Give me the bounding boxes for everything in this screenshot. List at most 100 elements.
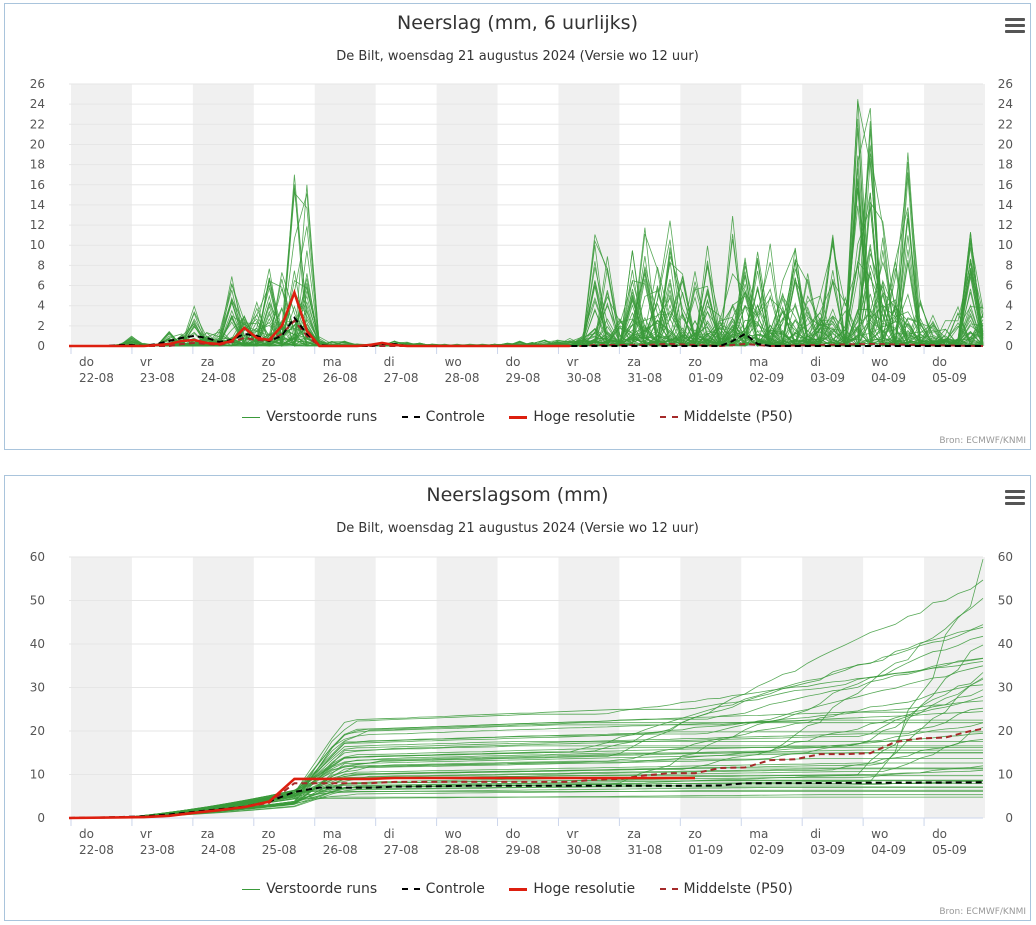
legend-item-median[interactable]: Middelste (P50) [659,881,793,897]
legend-item-high-res[interactable]: Hoge resolutie [509,409,635,425]
legend-item-ensemble[interactable]: Verstoorde runs [242,881,377,897]
x-tick-date: 31-08 [627,843,662,857]
source-credit[interactable]: Bron: ECMWF/KNMI [939,907,1026,917]
y-tick-label-left: 10 [30,768,45,782]
y-tick-label-right: 20 [998,724,1013,738]
y-tick-label-left: 2 [37,319,45,333]
x-tick-day: ma [323,827,342,841]
y-tick-label-left: 18 [30,158,45,172]
y-tick-label-right: 4 [1005,299,1013,313]
y-tick-label-right: 2 [1005,319,1013,333]
x-tick-date: 23-08 [140,371,175,385]
x-tick-date: 03-09 [810,843,845,857]
cumulative-chart-panel: Neerslagsom (mm) De Bilt, woensdag 21 au… [4,475,1031,921]
y-tick-label-right: 0 [1005,811,1013,825]
median-line [68,727,984,819]
x-tick-day: di [384,355,395,369]
x-tick-date: 26-08 [323,843,358,857]
y-tick-label-left: 8 [37,258,45,272]
x-tick-date: 05-09 [932,843,967,857]
y-tick-label-left: 24 [30,97,45,111]
y-tick-label-right: 18 [998,158,1013,172]
y-tick-label-left: 6 [37,279,45,293]
x-tick-day: vr [566,355,578,369]
legend-item-ensemble[interactable]: Verstoorde runs [242,409,377,425]
x-tick-day: vr [140,355,152,369]
x-tick-date: 02-09 [749,843,784,857]
y-tick-label-right: 10 [998,238,1013,252]
x-tick-date: 02-09 [749,371,784,385]
y-tick-label-right: 10 [998,768,1013,782]
cumulative-plot: 0 0 10 10 20 20 30 30 40 40 50 50 60 60 do 22-08 vr 23-08… [30,550,1013,857]
x-tick-date: 05-09 [932,371,967,385]
legend-item-control[interactable]: Controle [401,409,485,425]
y-tick-label-left: 4 [37,299,45,313]
x-tick-date: 25-08 [262,843,297,857]
x-tick-day: di [384,827,395,841]
x-tick-day: za [201,355,215,369]
y-tick-label-left: 20 [30,137,45,151]
x-tick-date: 27-08 [384,371,419,385]
hamburger-menu-icon[interactable] [1005,490,1025,508]
y-tick-label-left: 16 [30,178,45,192]
x-tick-date: 27-08 [384,843,419,857]
legend-label: Verstoorde runs [266,881,378,897]
y-tick-label-right: 6 [1005,279,1013,293]
x-tick-day: ma [749,355,768,369]
x-tick-day: za [201,827,215,841]
x-tick-date: 31-08 [627,371,662,385]
x-tick-day: za [627,827,641,841]
y-tick-label-right: 8 [1005,258,1013,272]
x-tick-day: di [810,355,821,369]
ensemble-member-line [69,796,983,819]
y-tick-label-left: 40 [30,637,45,651]
hamburger-menu-icon[interactable] [1005,18,1025,36]
y-tick-label-right: 14 [998,198,1013,212]
control-line [68,781,984,819]
y-tick-label-left: 30 [30,681,45,695]
y-tick-label-left: 22 [30,117,45,131]
legend-label: Middelste (P50) [683,881,793,897]
x-tick-day: ma [323,355,342,369]
x-tick-date: 24-08 [201,371,236,385]
x-tick-date: 26-08 [323,371,358,385]
x-tick-date: 01-09 [688,843,723,857]
y-tick-label-left: 14 [30,198,45,212]
x-tick-date: 22-08 [79,843,114,857]
legend-item-control[interactable]: Controle [401,881,485,897]
chart-title: Neerslagsom (mm) [426,484,609,506]
x-tick-day: wo [445,827,462,841]
y-tick-label-left: 50 [30,594,45,608]
source-credit[interactable]: Bron: ECMWF/KNMI [939,436,1026,446]
x-tick-day: zo [262,827,276,841]
legend-label: Hoge resolutie [533,409,636,425]
day-band [314,84,376,346]
chart-subtitle: De Bilt, woensdag 21 augustus 2024 (Vers… [336,49,699,64]
chart-legend: Verstoorde runs Controle Hoge resolutie … [5,881,1030,897]
x-tick-date: 28-08 [445,371,480,385]
x-tick-day: za [627,355,641,369]
y-tick-label-left: 60 [30,550,45,564]
x-tick-date: 04-09 [871,371,906,385]
chart-title: Neerslag (mm, 6 uurlijks) [396,12,638,34]
x-tick-day: do [506,355,521,369]
legend-item-high-res[interactable]: Hoge resolutie [509,881,635,897]
legend-label: Controle [425,409,485,425]
x-tick-day: do [506,827,521,841]
y-tick-label-right: 22 [998,117,1013,131]
legend-label: Middelste (P50) [683,409,793,425]
y-tick-label-right: 16 [998,178,1013,192]
x-tick-date: 22-08 [79,371,114,385]
ensemble-member-line [69,172,984,347]
day-band [71,84,132,346]
x-tick-day: vr [140,827,152,841]
x-tick-day: vr [566,827,578,841]
y-tick-label-left: 26 [30,77,45,91]
x-tick-day: wo [445,355,462,369]
legend-item-median[interactable]: Middelste (P50) [659,409,793,425]
x-tick-date: 24-08 [201,843,236,857]
x-tick-day: zo [688,827,702,841]
ensemble-member-line [69,791,983,819]
precipitation-chart-panel: Neerslag (mm, 6 uurlijks) De Bilt, woens… [4,3,1031,450]
x-tick-day: wo [871,355,888,369]
